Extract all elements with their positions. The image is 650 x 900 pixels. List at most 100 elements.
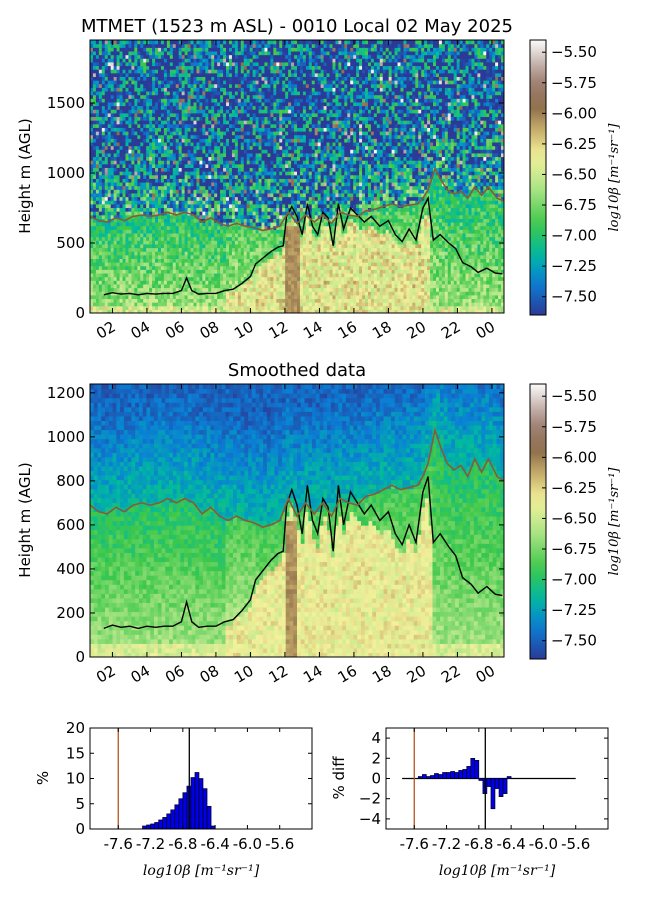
heatmap-cell	[155, 105, 159, 110]
heatmap-cell	[116, 54, 121, 59]
heatmap-cell	[261, 131, 266, 136]
heatmap-cell	[255, 43, 260, 48]
heatmap-cell	[276, 211, 280, 216]
heatmap-cell	[137, 178, 141, 183]
heatmap-cell	[98, 160, 103, 165]
heatmap-cell	[255, 160, 260, 165]
heatmap-cell	[128, 138, 132, 143]
heatmap-cell	[146, 280, 150, 285]
heatmap-cell	[143, 265, 147, 270]
heatmap-cell	[158, 83, 162, 88]
heatmap-cell	[95, 127, 100, 132]
heatmap-cell	[285, 152, 289, 158]
heatmap-cell	[282, 203, 286, 209]
heatmap-cell	[160, 163, 165, 168]
heatmap-cell	[273, 240, 277, 245]
heatmap-cell	[128, 294, 132, 300]
heatmap-cell	[172, 305, 177, 310]
heatmap-cell	[273, 65, 277, 70]
heatmap-cell	[113, 192, 118, 198]
heatmap-cell	[205, 280, 209, 285]
heatmap-cell	[107, 134, 112, 139]
heatmap-cell	[140, 131, 144, 136]
heatmap-cell	[249, 262, 254, 267]
heatmap-cell	[237, 127, 242, 132]
heatmap-cell	[261, 222, 266, 227]
heatmap-cell	[208, 123, 212, 128]
heatmap-cell	[175, 116, 180, 121]
heatmap-cell	[228, 138, 233, 143]
heatmap-cell	[119, 109, 124, 114]
heatmap-cell	[131, 120, 135, 125]
heatmap-cell	[190, 98, 195, 103]
heatmap-cell	[276, 247, 280, 252]
heatmap-cell	[246, 40, 251, 45]
heatmap-cell	[267, 65, 271, 70]
heatmap-cell	[243, 47, 248, 52]
heatmap-cell	[261, 127, 266, 132]
heatmap-cell	[107, 141, 112, 147]
heatmap-cell	[261, 207, 266, 212]
heatmap-cell	[252, 152, 257, 158]
heatmap-cell	[190, 305, 195, 310]
heatmap-cell	[258, 222, 263, 227]
heatmap-cell	[220, 138, 224, 143]
heatmap-cell	[158, 298, 162, 303]
heatmap-cell	[190, 43, 195, 48]
heatmap-cell	[261, 65, 266, 70]
heatmap-cell	[214, 171, 218, 176]
heatmap-cell	[128, 109, 132, 114]
heatmap-cell	[160, 65, 165, 70]
heatmap-cell	[199, 305, 203, 310]
heatmap-cell	[273, 251, 277, 256]
heatmap-cell	[152, 116, 156, 121]
heatmap-cell	[270, 105, 274, 110]
heatmap-cell	[184, 72, 189, 77]
heatmap-cell	[282, 160, 286, 165]
heatmap-cell	[220, 43, 224, 48]
heatmap-cell	[243, 83, 248, 88]
heatmap-cell	[122, 156, 127, 161]
heatmap-cell	[125, 189, 130, 194]
heatmap-cell	[273, 69, 277, 74]
heatmap-cell	[208, 127, 212, 132]
heatmap-cell	[110, 90, 115, 96]
heatmap-cell	[264, 69, 269, 74]
heatmap-cell	[172, 112, 177, 118]
heatmap-cell	[152, 65, 156, 70]
heatmap-cell	[152, 240, 156, 245]
heatmap-cell	[237, 218, 242, 223]
heatmap-cell	[169, 207, 174, 212]
heatmap-cell	[158, 189, 162, 194]
heatmap-cell	[90, 196, 94, 201]
heatmap-cell	[166, 163, 171, 168]
heatmap-cell	[246, 58, 251, 63]
heatmap-cell	[246, 72, 251, 77]
heatmap-cell	[208, 141, 212, 147]
heatmap-cell	[226, 152, 230, 158]
heatmap-cell	[119, 276, 124, 281]
heatmap-cell	[110, 171, 115, 176]
heatmap-cell	[214, 254, 218, 259]
heatmap-cell	[276, 109, 280, 114]
heatmap-cell	[193, 302, 198, 307]
heatmap-cell	[98, 225, 103, 230]
heatmap-cell	[137, 40, 141, 45]
heatmap-cell	[149, 200, 153, 205]
heatmap-cell	[101, 87, 106, 92]
heatmap-cell	[226, 69, 230, 74]
heatmap-cell	[166, 276, 171, 281]
heatmap-cell	[178, 174, 183, 179]
heatmap-cell	[279, 149, 283, 154]
heatmap-cell	[240, 225, 245, 230]
heatmap-cell	[143, 222, 147, 227]
heatmap-cell	[240, 120, 245, 125]
heatmap-cell	[128, 302, 132, 307]
heatmap-cell	[187, 240, 192, 245]
heatmap-cell	[149, 76, 153, 81]
heatmap-cell	[128, 76, 132, 81]
heatmap-cell	[163, 43, 168, 48]
heatmap-cell	[243, 65, 248, 70]
heatmap-cell	[166, 265, 171, 270]
heatmap-cell	[279, 181, 283, 187]
